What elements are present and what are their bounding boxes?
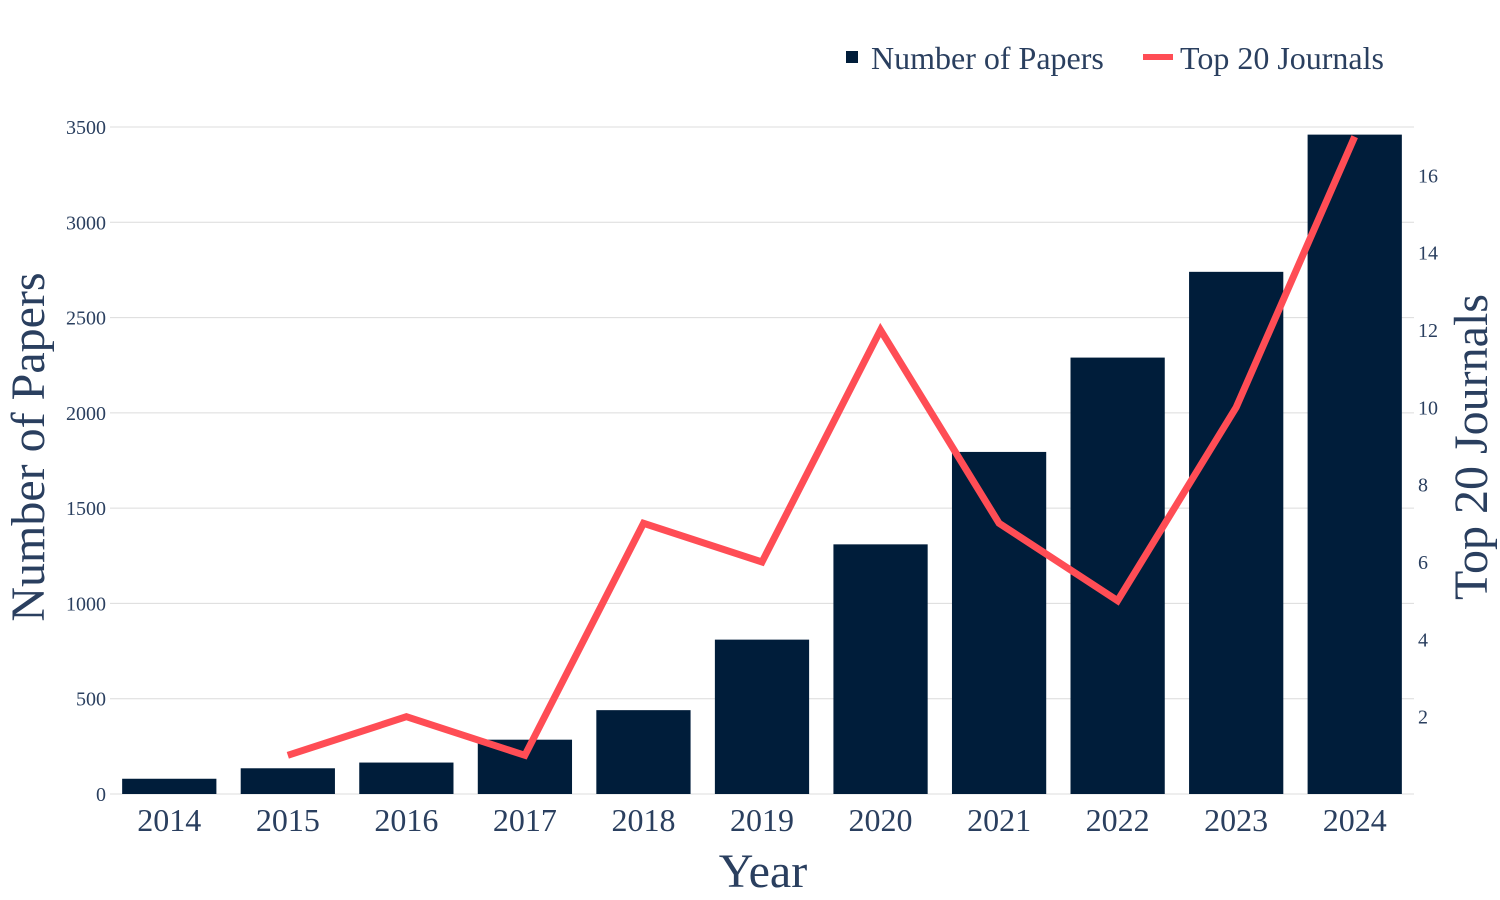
y2-tick-label: 8 (1418, 475, 1428, 497)
y-tick-label: 0 (96, 784, 106, 806)
bar-2015 (240, 768, 335, 794)
x-tick-label: 2019 (730, 802, 794, 838)
x-axis-ticks: 2014 2015 2016 2017 2018 2019 2020 2021 2022 2023… (137, 802, 1386, 838)
bar-2021 (951, 451, 1047, 794)
line-top-20-journals (286, 135, 1358, 760)
x-tick-label: 2020 (849, 802, 913, 838)
y-tick-label: 500 (76, 689, 106, 711)
x-tick-label: 2017 (493, 802, 557, 838)
bar-2020 (833, 544, 928, 794)
bar-2022 (1070, 357, 1165, 794)
y-tick-label: 2000 (66, 403, 106, 425)
bar-series (122, 134, 1402, 794)
bar-2024 (1307, 134, 1402, 794)
bar-2014 (122, 778, 217, 794)
x-tick-label: 2018 (611, 802, 675, 838)
x-tick-label: 2022 (1086, 802, 1150, 838)
y-tick-label: 3000 (66, 212, 106, 234)
y-tick-label: 2500 (66, 308, 106, 330)
y2-tick-label: 10 (1418, 397, 1438, 419)
legend: Number of Papers Top 20 Journals (846, 40, 1384, 76)
x-tick-label: 2021 (967, 802, 1031, 838)
y-axis-title: Number of Papers (2, 272, 55, 621)
y2-axis-ticks: 2 4 6 8 10 12 14 16 (1418, 165, 1438, 728)
y-tick-label: 1500 (66, 498, 106, 520)
bar-2019 (714, 639, 810, 794)
y2-tick-label: 2 (1418, 707, 1428, 729)
gridlines (110, 126, 1414, 795)
x-tick-label: 2023 (1204, 802, 1268, 838)
y2-tick-label: 14 (1418, 243, 1438, 265)
y2-tick-label: 12 (1418, 320, 1438, 342)
line-series (286, 135, 1358, 760)
y-axis-ticks: 0 500 1000 1500 2000 2500 3000 3500 (66, 117, 106, 806)
y2-tick-label: 4 (1418, 629, 1428, 651)
y2-axis-title: Top 20 Journals (1445, 294, 1498, 600)
bar-2018 (596, 710, 691, 794)
y2-tick-label: 16 (1418, 165, 1438, 187)
x-tick-label: 2014 (137, 802, 201, 838)
legend-label-top-journals: Top 20 Journals (1180, 40, 1384, 76)
y-tick-label: 1000 (66, 593, 106, 615)
bar-2016 (359, 762, 454, 794)
legend-label-papers: Number of Papers (871, 40, 1104, 76)
y-tick-label: 3500 (66, 117, 106, 139)
x-tick-label: 2016 (374, 802, 438, 838)
y2-tick-label: 6 (1418, 552, 1428, 574)
x-axis-title: Year (719, 845, 807, 898)
legend-bar-swatch (846, 51, 858, 63)
x-tick-label: 2024 (1323, 802, 1387, 838)
x-tick-label: 2015 (256, 802, 320, 838)
bar-2023 (1189, 271, 1284, 794)
